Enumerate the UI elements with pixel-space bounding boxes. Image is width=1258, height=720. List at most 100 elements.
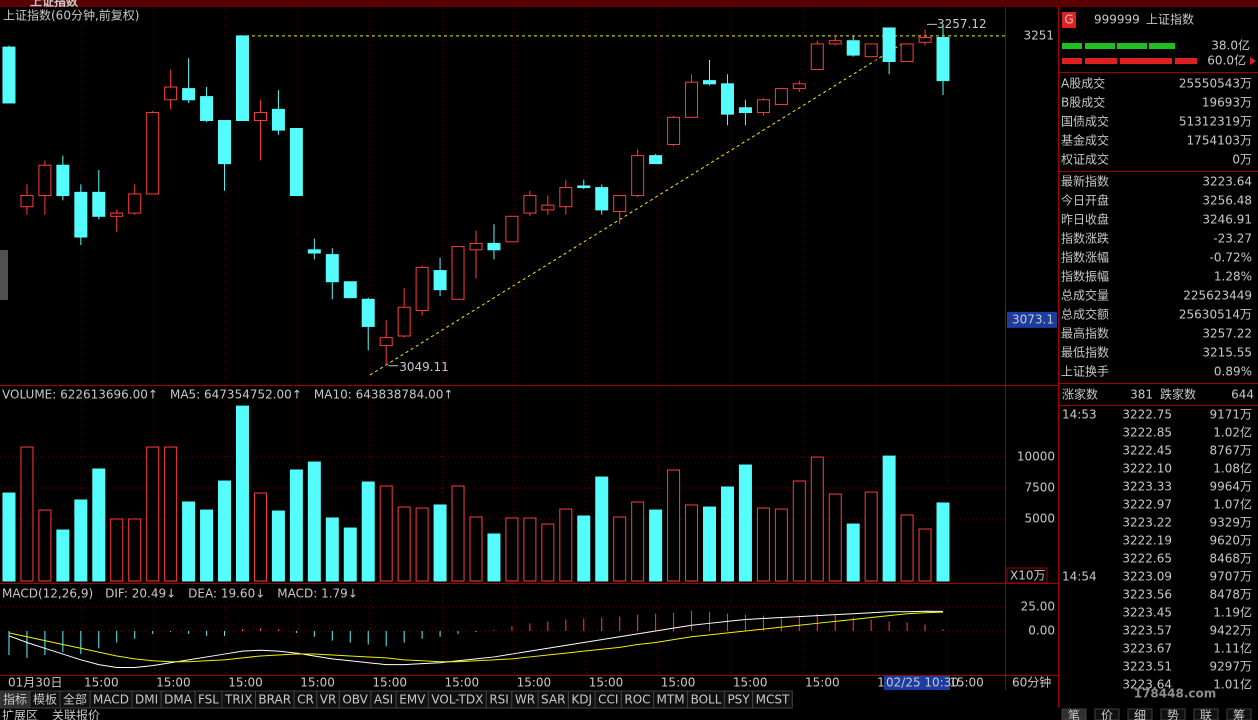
buy-bar (1085, 43, 1115, 49)
tick-price: 3223.22 (1122, 516, 1172, 530)
y-tick-label: 3251 (1023, 28, 1054, 42)
indicator-arrow: ↓ (348, 587, 358, 601)
right-tab[interactable] (1094, 708, 1120, 720)
tab-label: CR (297, 693, 314, 707)
chart-title: 上证指数(60分钟,前复权) (3, 8, 139, 23)
time-label: 01月30日 (8, 676, 63, 690)
candle-body (900, 43, 914, 62)
volume-bar (433, 504, 447, 582)
tick-volume: 1.02亿 (1213, 425, 1252, 440)
volume-bar (451, 485, 465, 582)
stock-name: 上证指数 (1146, 12, 1194, 27)
tick-time: 14:53 (1062, 408, 1097, 422)
bottom-tab[interactable]: 关联报价 (52, 708, 100, 720)
tab-label: 全部 (63, 692, 87, 707)
indicator-arrow: ↑ (148, 388, 158, 402)
volume-bar (164, 446, 178, 582)
volume-bar (523, 517, 537, 582)
tick-price: 3222.85 (1122, 426, 1172, 440)
unit-box (1006, 567, 1048, 584)
candle-body (433, 270, 447, 291)
right-tab[interactable] (1061, 708, 1087, 720)
candle-body (846, 40, 860, 56)
indicator-label: MA10: 643838784.00 (314, 388, 444, 402)
candle-body (92, 191, 106, 217)
volume-bar (577, 515, 591, 582)
right-tab[interactable] (1160, 708, 1186, 720)
candle-body (936, 37, 950, 82)
cursor-box (1007, 311, 1057, 328)
indicator-arrow: ↓ (166, 587, 176, 601)
title-bar (0, 0, 1258, 7)
volume-bar (2, 492, 16, 582)
tick-volume: 9171万 (1209, 408, 1252, 422)
advance-label: 涨家数 (1062, 387, 1098, 402)
volume-bar (505, 517, 519, 582)
period-label: 60分钟 (1012, 675, 1051, 690)
tick-volume: 1.11亿 (1213, 641, 1252, 656)
right-tab[interactable] (1226, 708, 1252, 720)
candle-body (182, 88, 196, 101)
volume-bar (774, 508, 788, 582)
volume-bar (74, 499, 88, 582)
candle-body (218, 120, 232, 165)
quote-label: 最新指数 (1061, 174, 1109, 189)
candle-body (882, 27, 896, 62)
volume-bar (936, 502, 950, 582)
candle-body (2, 46, 16, 104)
watermark: 178448.com (1134, 687, 1217, 701)
candle-body (720, 83, 734, 115)
volume-bar (631, 501, 645, 582)
time-label: 15:00 (661, 676, 696, 690)
volume-bar (20, 446, 34, 582)
volume-bar (343, 527, 357, 582)
tab-label: BRAR (258, 693, 291, 707)
candle-body (325, 254, 339, 283)
candle-body (613, 195, 627, 213)
sell-arrow (1250, 57, 1256, 65)
tab-label: DMI (135, 693, 158, 707)
volume-bar (828, 493, 842, 582)
volume-bar (595, 476, 609, 582)
volume-bar (667, 469, 681, 582)
decline-value: 644 (1231, 388, 1254, 402)
y-tick-label: 25.00 (1021, 599, 1055, 613)
bar-label: 60.0亿 (1207, 53, 1246, 68)
indicator-label: VOLUME: 622613696.00 (2, 388, 148, 402)
volume-bar (325, 517, 339, 582)
indicator-label: DIF: 20.49 (105, 587, 166, 601)
volume-bar (253, 492, 267, 582)
quote-value: 19693万 (1202, 96, 1252, 110)
tab-label: CCI (598, 693, 618, 707)
volume-bar (182, 501, 196, 582)
side-handle[interactable] (0, 250, 8, 300)
window-title: 上证指数 (30, 0, 79, 9)
volume-bar (128, 518, 142, 582)
time-label: 15:00 (589, 676, 624, 690)
candle-body (235, 35, 249, 122)
y-tick-label: 5000 (1024, 511, 1055, 525)
indicator-label: MA5: 647354752.00 (170, 388, 292, 402)
volume-bar (146, 446, 160, 582)
candle-body (595, 187, 609, 211)
candle-body (200, 96, 214, 122)
candle-body (379, 337, 393, 347)
right-tab[interactable] (1193, 708, 1219, 720)
bar-label: 38.0亿 (1211, 38, 1250, 53)
buy-bar (1062, 43, 1082, 49)
volume-bar (738, 464, 752, 582)
candle-body (289, 128, 303, 197)
bottom-tab[interactable]: 扩展区 (2, 709, 38, 720)
right-tab[interactable] (1127, 708, 1153, 720)
indicator-arrow: ↑ (443, 388, 453, 402)
candle-body (74, 191, 88, 238)
candle-body (128, 193, 142, 214)
quote-value: 51312319万 (1179, 115, 1252, 129)
tab-label: DMA (164, 693, 193, 707)
quote-label: 权证成交 (1061, 152, 1109, 167)
tab[interactable] (752, 690, 793, 709)
quote-value: 3257.22 (1202, 327, 1252, 341)
volume-bar (703, 506, 717, 582)
tab-label: 指标 (3, 692, 27, 707)
right-tab-label: 价 (1101, 709, 1113, 720)
